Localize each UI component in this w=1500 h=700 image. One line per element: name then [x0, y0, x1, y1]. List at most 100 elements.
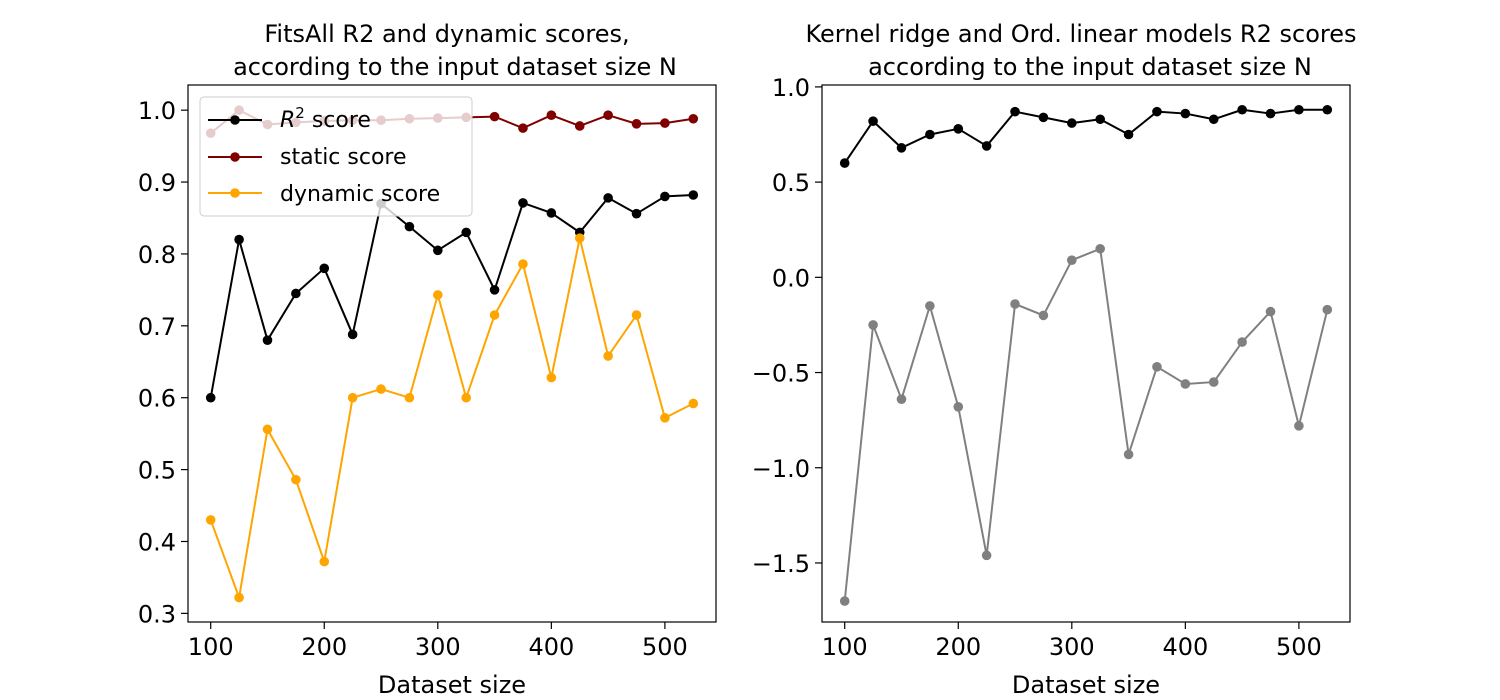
right-chart: Kernel ridge and Ord. linear models R2 s… [752, 20, 1357, 699]
left-y-tick-label: 0.7 [138, 313, 176, 341]
right-series-0-point [1265, 108, 1276, 119]
right-axis-ticks: 100 200 300 400 500 −1.5 −1.0 −0.5 0.0 0.5 1.0 [752, 74, 1322, 661]
left-series-0-point [404, 221, 415, 232]
left-series-0-point [660, 191, 670, 202]
left-chart-title-line2: according to the input dataset size N [233, 53, 677, 81]
legend-label-dynamic: dynamic score [280, 182, 440, 207]
left-series-0-point [234, 234, 244, 245]
left-series-0-line [209, 193, 694, 398]
left-series-1-point [518, 123, 528, 133]
left-x-tick-label: 400 [528, 633, 574, 661]
left-series-1-point [546, 110, 557, 120]
right-series-1-point [953, 402, 964, 412]
left-series-0-point [347, 329, 358, 340]
right-x-tick-label: 100 [822, 633, 868, 661]
left-series-1-point [631, 119, 642, 129]
right-series-0-point [839, 158, 850, 168]
left-series-2-point [574, 233, 585, 243]
right-series-0-point [1095, 114, 1105, 125]
legend-marker-r2 [230, 115, 240, 125]
left-series-0-point [461, 227, 471, 238]
right-series-1-point [1010, 299, 1020, 309]
left-series-2-point [347, 392, 358, 403]
right-y-tick-label: 1.0 [772, 74, 810, 102]
left-series-2-point [603, 351, 613, 361]
left-x-tick-label: 100 [188, 633, 234, 661]
right-chart-title-line2: according to the input dataset size N [868, 53, 1312, 81]
right-series-1-point [925, 301, 935, 311]
left-y-tick-label: 0.9 [138, 169, 176, 197]
left-series-1-point [574, 121, 585, 131]
right-series-0-point [1152, 106, 1162, 117]
right-y-tick-label: −1.0 [752, 455, 810, 483]
left-series-2-point [631, 310, 642, 320]
right-series-1-point [1067, 255, 1077, 265]
right-chart-title-line1: Kernel ridge and Ord. linear models R2 s… [806, 20, 1357, 48]
right-series-0-point [981, 141, 992, 151]
legend-marker-static [230, 152, 240, 162]
right-series-1-point [1123, 449, 1134, 460]
left-series-0-point [518, 198, 528, 208]
right-series-1-point [1038, 310, 1049, 321]
right-series-0-point [1237, 104, 1247, 115]
right-series-0-point [1180, 108, 1191, 119]
right-y-tick-label: 0.5 [772, 169, 810, 197]
right-series-0-point [1322, 104, 1333, 115]
left-series-2-point [461, 392, 471, 403]
left-series-0-point [603, 193, 613, 203]
right-series-0-line [843, 108, 1328, 164]
right-series-1-point [896, 394, 907, 405]
left-series-2-point [234, 592, 244, 603]
right-series-1-point [1294, 421, 1304, 431]
left-x-axis-label: Dataset size [378, 671, 526, 699]
right-x-tick-label: 400 [1162, 633, 1208, 661]
left-series-2-line [209, 237, 694, 599]
left-series-2-point [660, 413, 670, 423]
right-series-0-point [925, 129, 935, 140]
left-series-1-point [603, 110, 613, 120]
left-series-0-point [433, 245, 443, 256]
left-chart: FitsAll R2 and dynamic scores, according… [138, 20, 717, 699]
left-series-0-point [291, 288, 301, 299]
right-series-1-point [1237, 337, 1247, 347]
left-y-tick-label: 0.5 [138, 457, 176, 485]
left-series-1-point [489, 111, 500, 122]
right-series-0-point [1067, 118, 1077, 128]
legend-marker-dynamic [230, 188, 240, 198]
right-series-0-point [953, 123, 964, 134]
left-axis-ticks: 100 200 300 400 500 0.3 0.4 0.5 0.6 0.7 0.8 0.9 1.0 [138, 97, 688, 661]
left-series-2-point [262, 424, 273, 435]
right-x-tick-label: 200 [935, 633, 981, 661]
right-series-1-point [1152, 362, 1162, 372]
left-series-2-point [489, 310, 500, 320]
legend-label-static: static score [280, 145, 407, 170]
right-y-tick-label: 0.0 [772, 264, 810, 292]
left-series-2-point [404, 392, 415, 403]
left-series-2-point [376, 384, 386, 394]
right-x-axis-label: Dataset size [1012, 671, 1160, 699]
right-x-tick-label: 300 [1049, 633, 1095, 661]
right-series-1-point [981, 550, 992, 561]
right-series-1-line [843, 247, 1329, 602]
left-series-0-point [489, 285, 500, 295]
left-series-0-point [319, 263, 330, 274]
right-series-1-point [839, 596, 850, 606]
right-series-0-point [1010, 106, 1020, 117]
left-series-2-point [319, 556, 330, 567]
left-series-2-point [518, 259, 528, 269]
legend-label-r2: R2 score [280, 104, 371, 133]
legend: R2 score static score dynamic score [199, 96, 473, 217]
left-y-tick-label: 1.0 [138, 97, 176, 125]
right-series-1-point [1322, 304, 1333, 315]
right-y-tick-label: −1.5 [752, 550, 810, 578]
left-x-tick-label: 300 [415, 633, 461, 661]
left-chart-title-line1: FitsAll R2 and dynamic scores, [264, 20, 629, 48]
right-series-1-point [1208, 377, 1219, 387]
left-y-tick-label: 0.6 [138, 385, 176, 413]
left-series-2-point [205, 515, 216, 525]
left-series-2-point [291, 474, 301, 485]
right-series-1-point [868, 320, 878, 330]
right-y-tick-label: −0.5 [752, 360, 810, 388]
left-series-2-point [688, 398, 699, 409]
